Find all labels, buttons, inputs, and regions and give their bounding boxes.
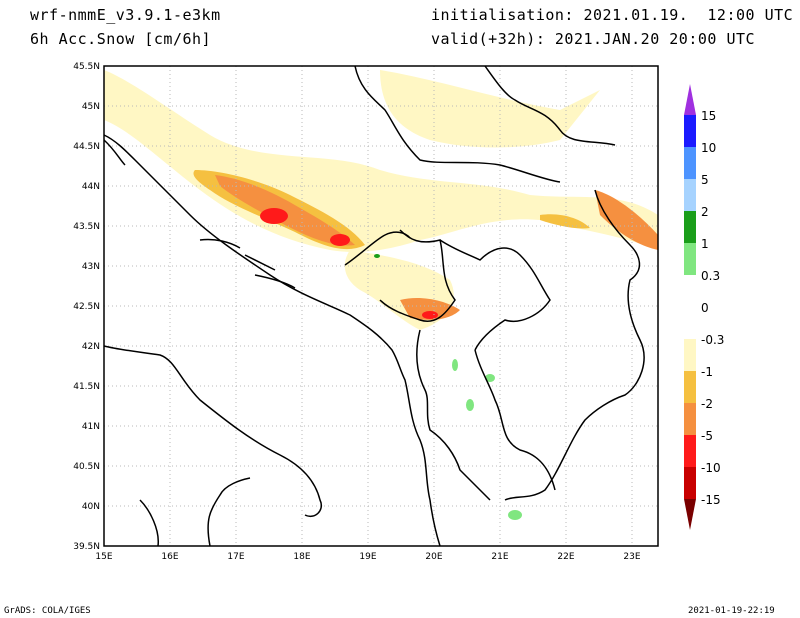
legend-label: 1 (701, 237, 709, 251)
color-legend: 15 10 5 2 1 0.3 0 -0.3 -1 -2 -5 -10 -15 (684, 84, 724, 530)
footer-timestamp: 2021-01-19-22:19 (688, 606, 775, 616)
lon-label: 18E (293, 552, 310, 562)
legend-label: 15 (701, 109, 716, 123)
snow-field (104, 70, 658, 520)
lat-label: 44N (82, 182, 100, 192)
coastlines-borders (103, 65, 645, 547)
legend-label: 10 (701, 141, 716, 155)
init-time: initialisation: 2021.01.19. 12:00 UTC (431, 6, 794, 24)
lat-label: 41.5N (73, 382, 100, 392)
lon-label: 22E (557, 552, 574, 562)
lat-label: 41N (82, 422, 100, 432)
legend-label: 2 (701, 205, 709, 219)
legend-swatch (684, 179, 696, 211)
legend-swatch (684, 211, 696, 243)
legend-label: -5 (701, 429, 713, 443)
lon-label: 17E (227, 552, 244, 562)
lon-label: 21E (491, 552, 508, 562)
field-label: 6h Acc.Snow [cm/6h] (30, 30, 212, 48)
legend-label: -1 (701, 365, 713, 379)
lat-label: 42.5N (73, 302, 100, 312)
map-area (103, 65, 659, 547)
legend-label: -10 (701, 461, 721, 475)
map-frame (103, 65, 659, 547)
legend-swatch (684, 435, 696, 467)
legend-swatch (684, 467, 696, 499)
model-label: wrf-nmmE_v3.9.1-e3km (30, 6, 221, 24)
lat-label: 43.5N (73, 222, 100, 232)
lat-label: 45N (82, 102, 100, 112)
lon-label: 19E (359, 552, 376, 562)
lat-label: 43N (82, 262, 100, 272)
legend-label: 0.3 (701, 269, 720, 283)
lat-label: 45.5N (73, 62, 100, 72)
footer-credit: GrADS: COLA/IGES (4, 606, 91, 616)
latitude-labels: 45.5N 45N 44.5N 44N 43.5N 43N 42.5N 42N … (73, 62, 100, 552)
valid-time: valid(+32h): 2021.JAN.20 20:00 UTC (431, 30, 756, 48)
legend-label: 5 (701, 173, 709, 187)
lat-label: 39.5N (73, 542, 100, 552)
legend-label: -15 (701, 493, 721, 507)
lon-label: 15E (95, 552, 112, 562)
legend-swatch (684, 275, 696, 339)
legend-swatch (684, 147, 696, 179)
legend-label: 0 (701, 301, 709, 315)
legend-swatch (684, 115, 696, 147)
legend-label: -0.3 (701, 333, 724, 347)
legend-swatch (684, 371, 696, 403)
lon-label: 23E (623, 552, 640, 562)
lon-label: 16E (161, 552, 178, 562)
lon-label: 20E (425, 552, 442, 562)
legend-top-arrow (684, 84, 696, 115)
longitude-labels: 15E 16E 17E 18E 19E 20E 21E 22E 23E (95, 552, 640, 562)
legend-label: -2 (701, 397, 713, 411)
lat-label: 42N (82, 342, 100, 352)
lat-label: 40N (82, 502, 100, 512)
legend-bottom-arrow (684, 499, 696, 530)
legend-swatch (684, 403, 696, 435)
lat-label: 40.5N (73, 462, 100, 472)
legend-swatch (684, 243, 696, 275)
legend-swatch (684, 339, 696, 371)
lat-label: 44.5N (73, 142, 100, 152)
